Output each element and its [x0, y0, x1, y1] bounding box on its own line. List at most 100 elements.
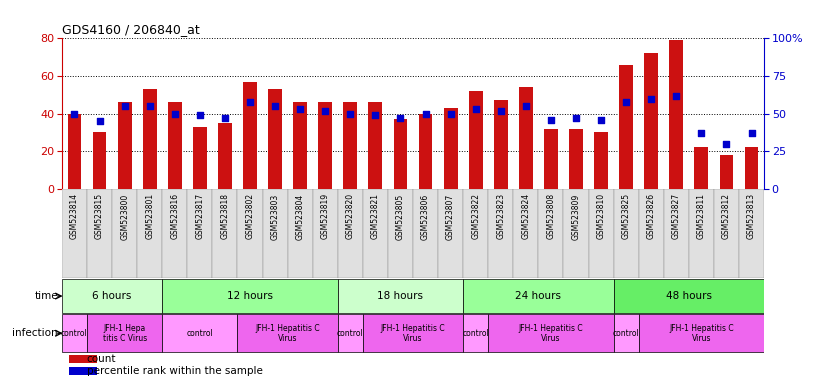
Point — [394, 115, 407, 121]
Bar — [112, 189, 137, 278]
Point — [494, 108, 507, 114]
Bar — [318, 102, 332, 189]
Text: GSM523803: GSM523803 — [271, 193, 279, 240]
Text: JFH-1 Hepatitis C
Virus: JFH-1 Hepatitis C Virus — [381, 324, 445, 343]
Point — [469, 106, 482, 112]
Bar — [162, 189, 188, 278]
Bar — [393, 119, 407, 189]
Bar — [488, 314, 614, 352]
Bar — [69, 367, 97, 375]
Bar — [689, 189, 714, 278]
Bar — [293, 102, 307, 189]
Point — [193, 112, 206, 118]
Bar — [638, 189, 664, 278]
Bar — [93, 132, 107, 189]
Text: GSM523806: GSM523806 — [421, 193, 430, 240]
Point — [368, 112, 382, 118]
Text: GSM523813: GSM523813 — [747, 193, 756, 239]
Point — [244, 98, 257, 104]
Bar — [87, 314, 162, 352]
Text: GSM523819: GSM523819 — [320, 193, 330, 239]
Point — [293, 106, 306, 112]
Point — [719, 141, 733, 147]
Bar — [494, 101, 508, 189]
Bar — [62, 279, 162, 313]
Bar — [614, 314, 638, 352]
Bar — [695, 147, 708, 189]
Text: GSM523818: GSM523818 — [221, 193, 230, 239]
Bar — [463, 189, 488, 278]
Bar — [62, 314, 87, 352]
Text: GSM523811: GSM523811 — [697, 193, 706, 239]
Bar — [488, 189, 513, 278]
Text: GDS4160 / 206840_at: GDS4160 / 206840_at — [62, 23, 200, 36]
Text: GSM523801: GSM523801 — [145, 193, 154, 239]
Text: control: control — [61, 329, 88, 338]
Bar — [238, 189, 263, 278]
Text: GSM523825: GSM523825 — [622, 193, 630, 239]
Bar — [638, 314, 764, 352]
Bar — [162, 314, 238, 352]
Text: JFH-1 Hepatitis C
Virus: JFH-1 Hepatitis C Virus — [669, 324, 733, 343]
Point — [268, 103, 282, 109]
Text: GSM523800: GSM523800 — [120, 193, 129, 240]
Text: GSM523824: GSM523824 — [521, 193, 530, 239]
Bar — [87, 189, 112, 278]
Bar — [719, 155, 733, 189]
Text: GSM523805: GSM523805 — [396, 193, 405, 240]
Bar — [620, 65, 633, 189]
Point — [319, 108, 332, 114]
Point — [695, 130, 708, 136]
Bar — [212, 189, 238, 278]
Text: GSM523823: GSM523823 — [496, 193, 506, 239]
Bar — [218, 123, 232, 189]
Text: JFH-1 Hepatitis C
Virus: JFH-1 Hepatitis C Virus — [255, 324, 320, 343]
Text: control: control — [337, 329, 363, 338]
Bar — [137, 189, 162, 278]
Bar — [444, 108, 458, 189]
Point — [644, 96, 657, 102]
Text: control: control — [187, 329, 213, 338]
Bar — [313, 189, 338, 278]
Text: GSM523810: GSM523810 — [596, 193, 605, 239]
Bar — [563, 189, 588, 278]
Bar — [569, 129, 583, 189]
Bar — [62, 189, 87, 278]
Bar — [188, 189, 212, 278]
Point — [218, 115, 231, 121]
Bar — [469, 91, 482, 189]
Point — [169, 111, 182, 117]
Bar — [268, 89, 282, 189]
Text: GSM523816: GSM523816 — [170, 193, 179, 239]
Bar — [388, 189, 413, 278]
Text: GSM523826: GSM523826 — [647, 193, 656, 239]
Bar — [739, 189, 764, 278]
Bar — [287, 189, 313, 278]
Bar — [614, 189, 638, 278]
Point — [569, 115, 582, 121]
Bar — [594, 132, 608, 189]
Text: infection: infection — [12, 328, 58, 338]
Bar — [68, 114, 82, 189]
Text: 12 hours: 12 hours — [227, 291, 273, 301]
Bar — [338, 279, 463, 313]
Text: count: count — [87, 354, 116, 364]
Text: GSM523817: GSM523817 — [196, 193, 204, 239]
Bar — [118, 102, 131, 189]
Bar — [664, 189, 689, 278]
Text: time: time — [34, 291, 58, 301]
Point — [68, 111, 81, 117]
Text: percentile rank within the sample: percentile rank within the sample — [87, 366, 263, 376]
Text: GSM523808: GSM523808 — [547, 193, 555, 239]
Bar — [363, 314, 463, 352]
Text: GSM523821: GSM523821 — [371, 193, 380, 239]
Point — [419, 111, 432, 117]
Point — [520, 103, 533, 109]
Text: GSM523809: GSM523809 — [572, 193, 581, 240]
Bar — [519, 87, 533, 189]
Text: GSM523804: GSM523804 — [296, 193, 305, 240]
Text: 48 hours: 48 hours — [666, 291, 712, 301]
Text: 18 hours: 18 hours — [377, 291, 424, 301]
Bar — [338, 314, 363, 352]
Bar — [69, 355, 97, 363]
